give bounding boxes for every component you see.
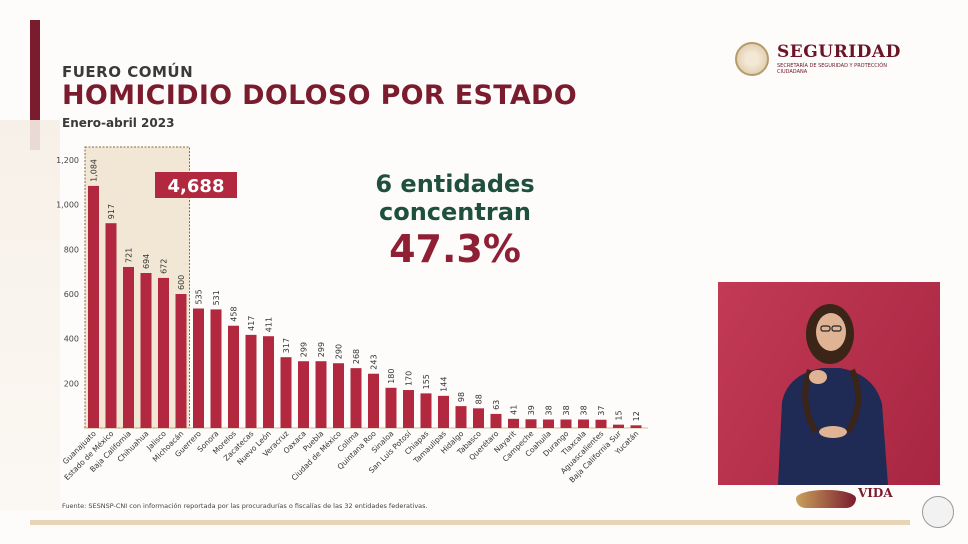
bar bbox=[455, 406, 467, 428]
bar bbox=[210, 309, 222, 428]
bar bbox=[508, 418, 519, 428]
y-tick-label: 200 bbox=[64, 379, 79, 388]
callout-line-1: 6 entidades bbox=[375, 170, 535, 198]
bar bbox=[543, 419, 554, 428]
bar bbox=[403, 390, 414, 428]
value-label: 299 bbox=[300, 342, 309, 357]
value-label: 37 bbox=[597, 406, 606, 416]
value-label: 535 bbox=[195, 289, 204, 304]
value-label: 600 bbox=[177, 275, 186, 290]
bar bbox=[560, 419, 572, 428]
value-label: 63 bbox=[492, 400, 501, 410]
vida-logo-text: VIDA bbox=[858, 486, 893, 500]
bar bbox=[525, 419, 537, 428]
value-label: 180 bbox=[387, 369, 396, 384]
vida-logo: VIDA bbox=[796, 486, 906, 512]
national-seal-icon bbox=[735, 42, 769, 76]
source-note: Fuente: SESNSP-CNI con información repor… bbox=[62, 502, 428, 510]
y-tick-label: 400 bbox=[64, 335, 79, 344]
bar bbox=[228, 325, 239, 428]
slide-period: Enero-abril 2023 bbox=[62, 116, 175, 130]
value-label: 88 bbox=[475, 394, 484, 404]
bar bbox=[595, 419, 607, 428]
value-label: 144 bbox=[440, 377, 449, 392]
value-label: 290 bbox=[335, 344, 344, 359]
value-label: 38 bbox=[545, 405, 554, 415]
value-label: 15 bbox=[615, 410, 624, 420]
bar bbox=[333, 363, 344, 428]
government-seal-icon bbox=[922, 496, 954, 528]
value-label: 1,084 bbox=[90, 159, 99, 182]
bar bbox=[88, 185, 99, 428]
value-label: 531 bbox=[212, 290, 221, 305]
sign-language-interpreter bbox=[718, 282, 940, 485]
value-label: 721 bbox=[125, 248, 134, 263]
value-label: 243 bbox=[370, 354, 379, 369]
value-label: 299 bbox=[317, 342, 326, 357]
value-label: 268 bbox=[352, 349, 361, 364]
value-label: 38 bbox=[580, 405, 589, 415]
value-label: 317 bbox=[282, 338, 291, 353]
callout: 6 entidades concentran 47.3% bbox=[335, 170, 575, 272]
footer-line bbox=[30, 520, 910, 525]
bar bbox=[193, 308, 204, 428]
seguridad-logo: SEGURIDAD SECRETARÍA DE SEGURIDAD Y PROT… bbox=[735, 40, 915, 84]
bar bbox=[385, 387, 397, 428]
bar bbox=[350, 368, 362, 428]
value-label: 98 bbox=[457, 392, 466, 402]
bar bbox=[245, 334, 257, 428]
bar bbox=[490, 413, 502, 428]
bar bbox=[420, 393, 432, 428]
value-label: 170 bbox=[405, 371, 414, 386]
bar bbox=[280, 357, 292, 428]
value-label: 39 bbox=[527, 405, 536, 415]
bar bbox=[368, 373, 379, 428]
bar bbox=[158, 277, 169, 428]
accent-bar bbox=[30, 20, 40, 150]
bar bbox=[438, 395, 449, 428]
bar bbox=[123, 266, 134, 428]
value-label: 672 bbox=[160, 259, 169, 274]
y-tick-label: 1,200 bbox=[56, 156, 79, 165]
value-label: 41 bbox=[510, 405, 519, 415]
y-tick-label: 600 bbox=[64, 290, 79, 299]
slide-kicker: FUERO COMÚN bbox=[62, 63, 194, 81]
bar bbox=[315, 361, 327, 428]
callout-line-2: concentran bbox=[379, 198, 531, 226]
background-pattern bbox=[0, 120, 60, 510]
bar bbox=[175, 294, 187, 428]
value-label: 12 bbox=[632, 411, 641, 421]
bar bbox=[140, 273, 152, 428]
logo-subtitle: SECRETARÍA DE SEGURIDAD Y PROTECCIÓN CIU… bbox=[777, 63, 887, 75]
y-tick-label: 800 bbox=[64, 245, 79, 254]
interpreter-figure-icon bbox=[778, 304, 888, 485]
value-label: 38 bbox=[562, 405, 571, 415]
value-label: 917 bbox=[107, 204, 116, 219]
bar bbox=[105, 223, 117, 428]
bar bbox=[298, 361, 309, 428]
vida-swirl-icon bbox=[796, 490, 856, 508]
bar bbox=[578, 419, 589, 428]
slide-title: HOMICIDIO DOLOSO POR ESTADO bbox=[62, 80, 577, 111]
value-label: 411 bbox=[265, 317, 274, 332]
value-label: 458 bbox=[230, 306, 239, 321]
value-label: 694 bbox=[142, 254, 151, 269]
bar bbox=[630, 425, 642, 428]
bar bbox=[263, 336, 274, 428]
value-label: 155 bbox=[422, 374, 431, 389]
value-label: 417 bbox=[247, 316, 256, 331]
total-label: 4,688 bbox=[168, 176, 225, 197]
y-tick-label: 1,000 bbox=[56, 201, 79, 210]
total-label-box bbox=[155, 172, 237, 198]
logo-name: SEGURIDAD bbox=[777, 42, 901, 62]
bar bbox=[613, 424, 624, 428]
callout-percent: 47.3% bbox=[389, 227, 521, 271]
bar bbox=[473, 408, 484, 428]
